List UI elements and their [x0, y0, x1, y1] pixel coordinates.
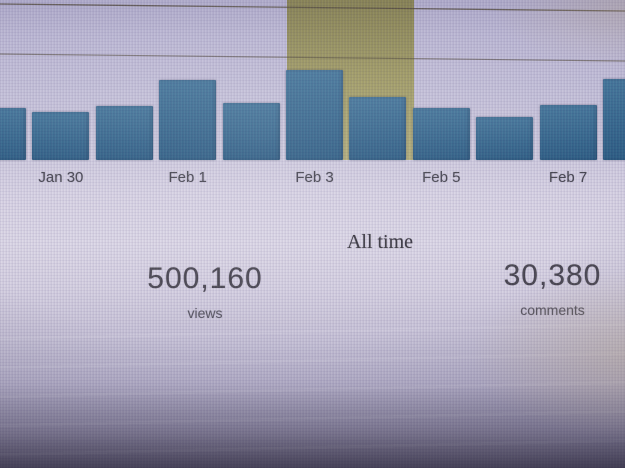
- gridline-middle: [0, 53, 625, 62]
- chart-bar-feb-5[interactable]: [412, 108, 470, 160]
- comments-label: comments: [520, 302, 585, 318]
- chart-bar-jan-31[interactable]: [95, 106, 153, 160]
- comments-stat: 30,380 comments: [470, 259, 625, 318]
- all-time-heading: All time: [346, 231, 414, 253]
- chart-bar-feb-4[interactable]: [349, 97, 407, 160]
- gridline-top: [0, 3, 625, 12]
- chart-bar-feb-6[interactable]: [476, 117, 534, 160]
- views-stat: 500,160 views: [120, 262, 290, 321]
- views-count: 500,160: [147, 262, 263, 295]
- chart-bar-feb-3[interactable]: [286, 70, 343, 160]
- chart-bar-feb-8[interactable]: [603, 79, 625, 160]
- x-axis-label-jan-30: Jan 30: [38, 169, 84, 186]
- chart-bar-jan-29[interactable]: [0, 108, 26, 160]
- views-label: views: [187, 305, 223, 321]
- x-axis-label-feb-1: Feb 1: [168, 169, 207, 186]
- chart-bar-feb-2[interactable]: [222, 103, 280, 160]
- chart-bar-feb-7[interactable]: [539, 105, 597, 160]
- x-axis-label-feb-5: Feb 5: [422, 169, 461, 186]
- chart-bar-feb-1[interactable]: [159, 80, 217, 160]
- x-axis-label-feb-7: Feb 7: [548, 169, 588, 186]
- chart-bar-jan-30[interactable]: [32, 112, 90, 160]
- comments-count: 30,380: [503, 259, 602, 292]
- x-axis-label-feb-3: Feb 3: [295, 169, 334, 186]
